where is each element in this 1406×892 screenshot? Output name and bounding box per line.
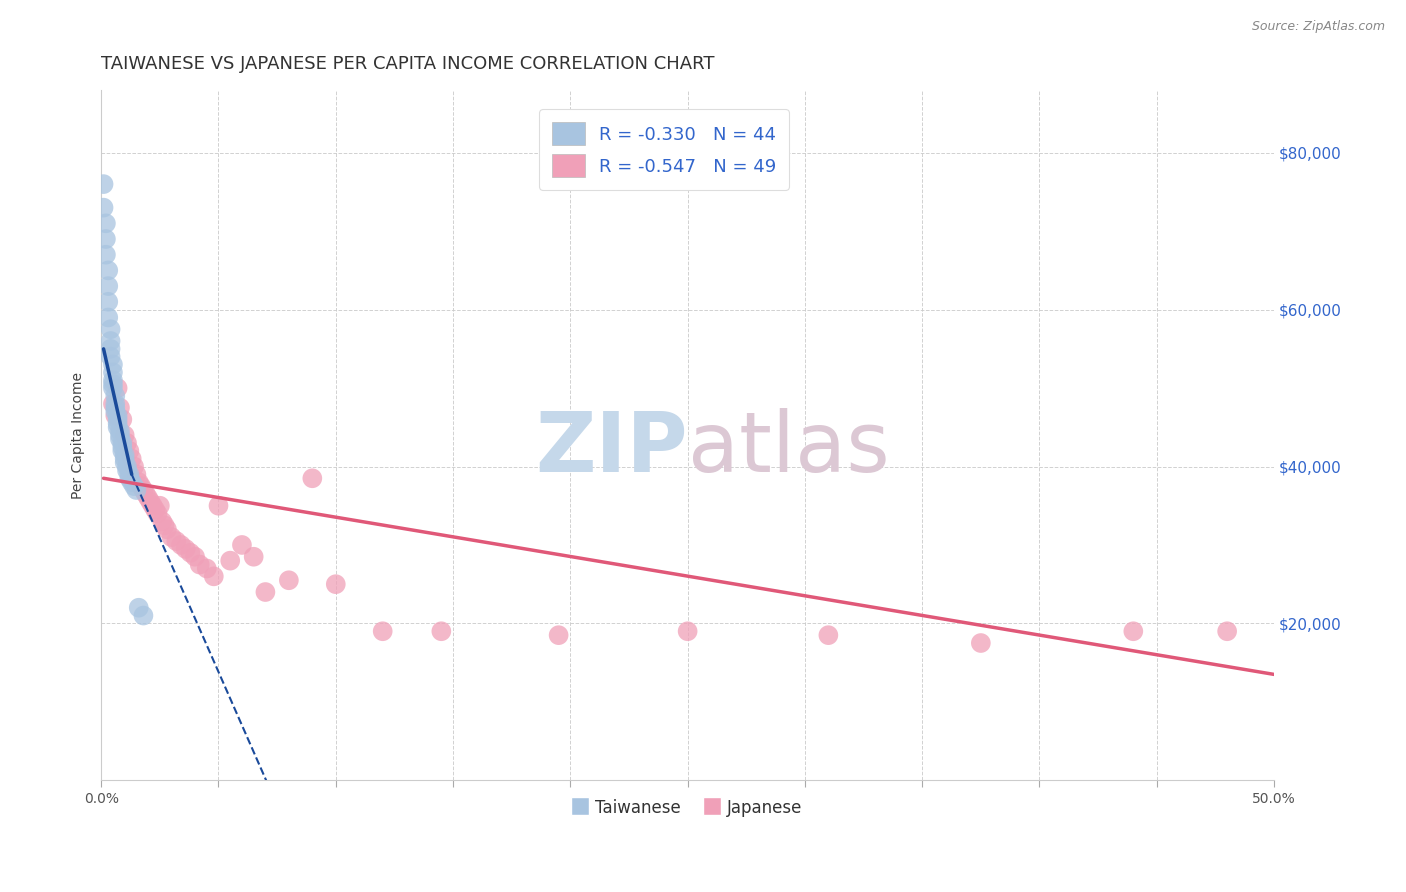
Point	[160, 530, 183, 544]
Point	[111, 412, 134, 426]
Point	[114, 428, 136, 442]
Point	[179, 546, 201, 560]
Point	[231, 538, 253, 552]
Point	[94, 216, 117, 230]
Point	[254, 585, 277, 599]
Point	[1216, 624, 1239, 639]
Point	[143, 502, 166, 516]
Point	[817, 628, 839, 642]
Point	[108, 428, 131, 442]
Point	[128, 600, 150, 615]
Point	[136, 491, 159, 505]
Point	[325, 577, 347, 591]
Point	[94, 248, 117, 262]
Point	[132, 483, 155, 497]
Point	[547, 628, 569, 642]
Point	[114, 451, 136, 466]
Point	[104, 404, 127, 418]
Point	[101, 397, 124, 411]
Point	[125, 467, 148, 482]
Point	[93, 201, 115, 215]
Point	[129, 479, 152, 493]
Point	[242, 549, 264, 564]
Point	[104, 389, 127, 403]
Point	[108, 401, 131, 415]
Legend: Taiwanese, Japanese: Taiwanese, Japanese	[567, 792, 808, 823]
Point	[195, 561, 218, 575]
Point	[156, 522, 179, 536]
Point	[142, 499, 165, 513]
Point	[128, 475, 150, 490]
Point	[121, 451, 143, 466]
Point	[107, 412, 129, 426]
Point	[970, 636, 993, 650]
Point	[101, 365, 124, 379]
Point	[219, 554, 242, 568]
Point	[132, 608, 155, 623]
Point	[107, 417, 129, 431]
Point	[207, 499, 229, 513]
Point	[301, 471, 323, 485]
Text: atlas: atlas	[688, 409, 890, 490]
Point	[115, 436, 138, 450]
Point	[100, 322, 122, 336]
Point	[149, 499, 172, 513]
Point	[114, 456, 136, 470]
Point	[184, 549, 207, 564]
Point	[139, 495, 162, 509]
Point	[100, 342, 122, 356]
Point	[1122, 624, 1144, 639]
Point	[277, 574, 299, 588]
Y-axis label: Per Capita Income: Per Capita Income	[72, 372, 86, 499]
Point	[111, 436, 134, 450]
Point	[118, 467, 141, 482]
Point	[122, 479, 145, 493]
Point	[174, 541, 197, 556]
Point	[111, 440, 134, 454]
Point	[108, 432, 131, 446]
Point	[100, 334, 122, 348]
Point	[104, 401, 127, 415]
Point	[114, 448, 136, 462]
Point	[121, 475, 143, 490]
Point	[165, 534, 187, 549]
Point	[150, 515, 173, 529]
Point	[108, 424, 131, 438]
Point	[94, 232, 117, 246]
Point	[371, 624, 394, 639]
Point	[135, 487, 157, 501]
Point	[100, 350, 122, 364]
Point	[125, 483, 148, 497]
Point	[676, 624, 699, 639]
Point	[115, 463, 138, 477]
Point	[146, 507, 169, 521]
Point	[97, 279, 120, 293]
Point	[153, 518, 176, 533]
Text: Source: ZipAtlas.com: Source: ZipAtlas.com	[1251, 20, 1385, 33]
Point	[93, 177, 115, 191]
Point	[118, 443, 141, 458]
Point	[202, 569, 225, 583]
Point	[107, 420, 129, 434]
Point	[430, 624, 453, 639]
Point	[104, 409, 127, 423]
Point	[101, 381, 124, 395]
Point	[97, 263, 120, 277]
Point	[101, 377, 124, 392]
Point	[101, 373, 124, 387]
Point	[115, 459, 138, 474]
Point	[122, 459, 145, 474]
Point	[107, 409, 129, 423]
Point	[97, 310, 120, 325]
Point	[101, 358, 124, 372]
Point	[107, 381, 129, 395]
Point	[170, 538, 193, 552]
Point	[97, 294, 120, 309]
Point	[104, 397, 127, 411]
Text: TAIWANESE VS JAPANESE PER CAPITA INCOME CORRELATION CHART: TAIWANESE VS JAPANESE PER CAPITA INCOME …	[101, 55, 714, 73]
Point	[118, 471, 141, 485]
Point	[188, 558, 211, 572]
Text: ZIP: ZIP	[536, 409, 688, 490]
Point	[111, 443, 134, 458]
